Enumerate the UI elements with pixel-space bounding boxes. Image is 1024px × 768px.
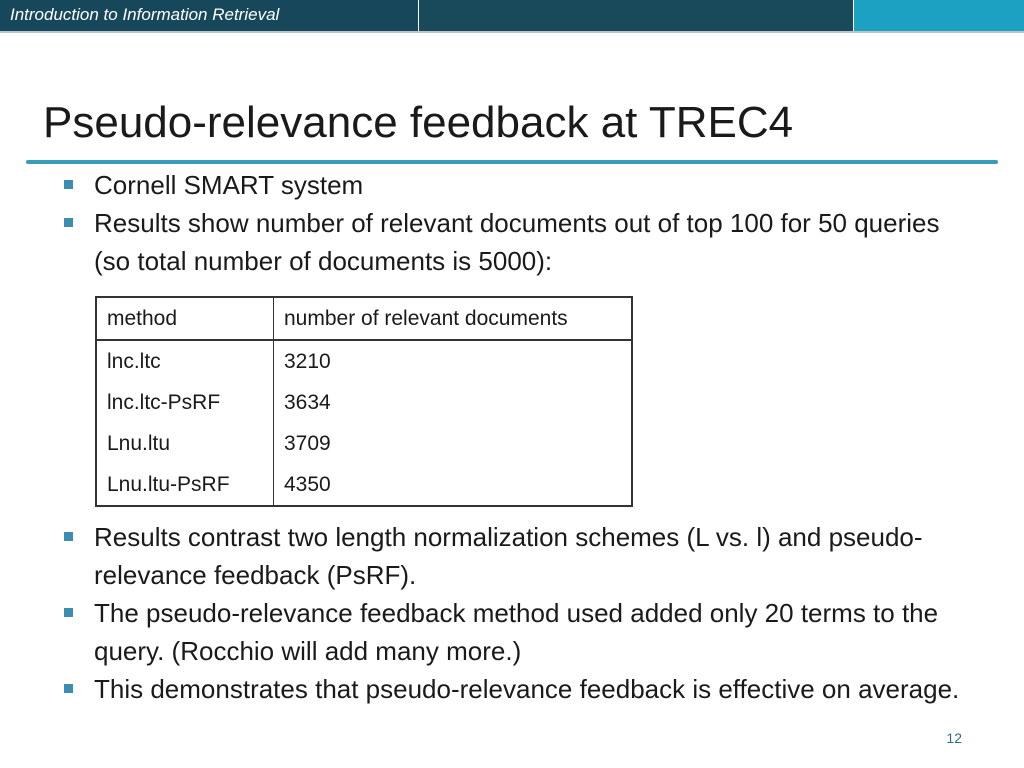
bullet-text: Cornell SMART system <box>94 170 364 200</box>
bullet-list-top: Cornell SMART system Results show number… <box>63 166 963 280</box>
bullet-square-icon <box>64 218 73 227</box>
table-row: Lnu.ltu-PsRF 4350 <box>96 464 632 506</box>
count-cell: 4350 <box>284 472 331 496</box>
header-bar-middle <box>419 0 853 31</box>
bullet-list-bottom: Results contrast two length normalizatio… <box>63 518 963 708</box>
header-bar-main <box>0 0 418 31</box>
bullet-item: Results contrast two length normalizatio… <box>63 518 963 594</box>
table-row: lnc.ltc-PsRF 3634 <box>96 382 632 423</box>
bullet-item: This demonstrates that pseudo-relevance … <box>63 670 963 708</box>
method-cell: Lnu.ltu-PsRF <box>96 464 274 506</box>
count-cell: 3210 <box>284 349 331 373</box>
bullet-text: Results show number of relevant document… <box>94 208 940 276</box>
method-cell: Lnu.ltu <box>96 423 274 464</box>
bullet-square-icon <box>64 532 73 541</box>
table-row: lnc.ltc 3210 <box>96 340 632 382</box>
header-bar: Introduction to Information Retrieval <box>0 0 1024 33</box>
bullet-item: Results show number of relevant document… <box>63 204 963 280</box>
bullet-square-icon <box>64 180 73 189</box>
bullet-text: This demonstrates that pseudo-relevance … <box>94 674 960 704</box>
count-cell: 3634 <box>284 390 331 414</box>
count-cell: 3709 <box>284 431 331 455</box>
column-header-relevant-docs: number of relevant documents <box>273 297 632 341</box>
header-accent-block <box>854 0 1024 31</box>
page-number: 12 <box>946 730 962 746</box>
column-header-method: method <box>96 297 274 341</box>
table-header-row: method number of relevant documents <box>96 297 632 341</box>
bullet-text: Results contrast two length normalizatio… <box>94 522 923 590</box>
slide-title: Pseudo-relevance feedback at TREC4 <box>43 98 794 147</box>
method-cell: lnc.ltc-PsRF <box>96 382 274 423</box>
bullet-item: Cornell SMART system <box>63 166 963 204</box>
results-table: method number of relevant documents lnc.… <box>95 296 633 507</box>
method-cell: lnc.ltc <box>96 340 274 382</box>
header-underline <box>0 31 1024 33</box>
bullet-text: The pseudo-relevance feedback method use… <box>94 598 939 666</box>
title-divider <box>26 160 998 164</box>
course-title: Introduction to Information Retrieval <box>10 5 280 24</box>
bullet-square-icon <box>64 608 73 617</box>
table-row: Lnu.ltu 3709 <box>96 423 632 464</box>
bullet-square-icon <box>64 684 73 693</box>
bullet-item: The pseudo-relevance feedback method use… <box>63 594 963 670</box>
